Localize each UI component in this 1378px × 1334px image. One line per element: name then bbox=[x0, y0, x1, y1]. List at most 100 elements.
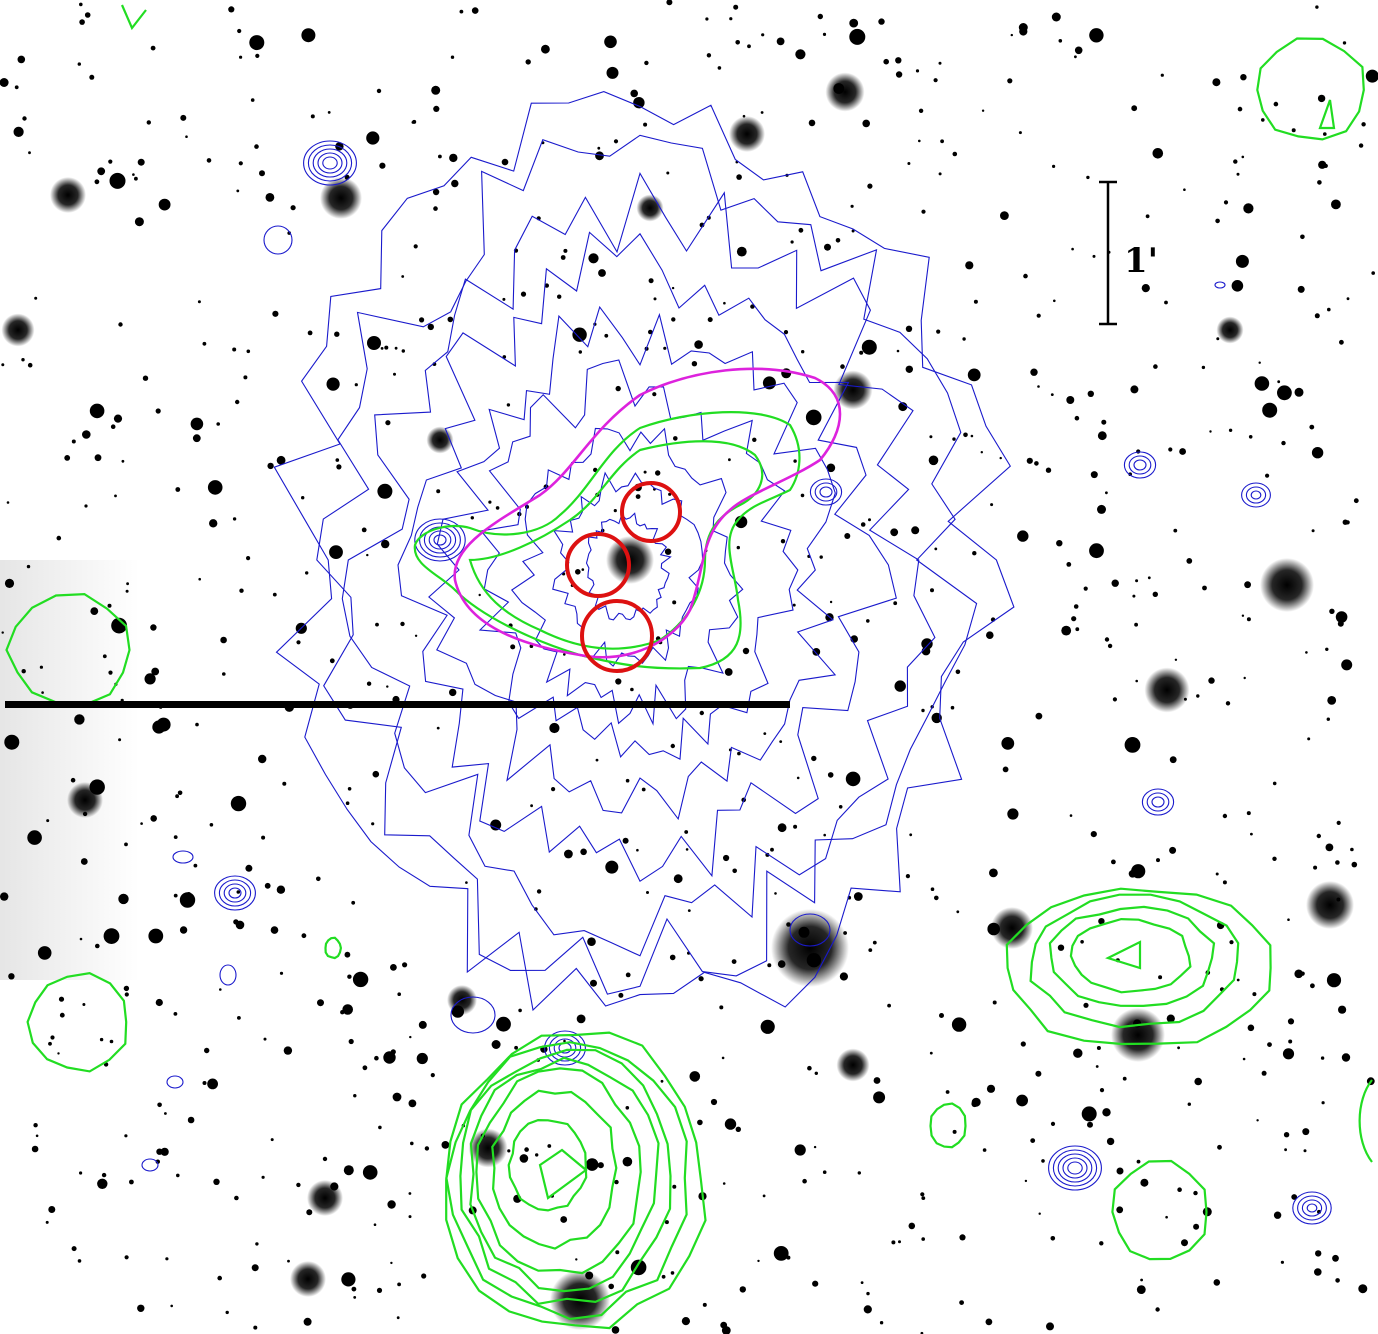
xray-point-source bbox=[228, 887, 242, 899]
star bbox=[157, 1102, 162, 1108]
star bbox=[952, 151, 958, 157]
star bbox=[812, 648, 821, 656]
star bbox=[408, 1215, 412, 1219]
star bbox=[1241, 614, 1245, 617]
star bbox=[246, 349, 251, 354]
star bbox=[604, 35, 617, 49]
star bbox=[691, 361, 698, 367]
star bbox=[1046, 1322, 1054, 1331]
star bbox=[234, 1195, 239, 1201]
star bbox=[342, 1004, 354, 1015]
star bbox=[1212, 78, 1221, 87]
star bbox=[31, 1145, 39, 1153]
star bbox=[436, 726, 440, 730]
star bbox=[1284, 1148, 1287, 1152]
radio-contours bbox=[5, 4, 1373, 1330]
star bbox=[710, 1098, 718, 1106]
star bbox=[307, 330, 313, 336]
star bbox=[254, 144, 259, 149]
radio-contour-east bbox=[1048, 905, 1216, 1008]
star bbox=[155, 408, 161, 414]
star bbox=[366, 553, 369, 557]
star bbox=[1179, 448, 1186, 455]
star bbox=[736, 545, 740, 550]
star bbox=[1052, 164, 1056, 168]
star bbox=[630, 687, 634, 692]
star bbox=[137, 158, 145, 166]
star bbox=[351, 1286, 357, 1292]
star bbox=[1152, 591, 1159, 597]
star bbox=[1111, 579, 1119, 587]
star bbox=[894, 680, 906, 692]
star bbox=[728, 458, 731, 462]
star bbox=[757, 1259, 760, 1263]
star bbox=[362, 1165, 378, 1180]
star bbox=[1089, 543, 1104, 559]
star bbox=[343, 1165, 354, 1176]
xray-point-source bbox=[1128, 455, 1152, 475]
star bbox=[1169, 846, 1177, 854]
star bbox=[812, 1280, 819, 1287]
star bbox=[396, 1316, 400, 1320]
star bbox=[202, 1081, 207, 1085]
star bbox=[216, 422, 220, 426]
star bbox=[0, 78, 9, 87]
radio-contour-south-peak bbox=[538, 1148, 588, 1200]
star bbox=[259, 170, 265, 177]
star bbox=[551, 787, 556, 792]
star bbox=[0, 892, 9, 901]
star bbox=[520, 291, 527, 297]
star bbox=[121, 459, 125, 463]
star bbox=[301, 496, 305, 500]
star bbox=[276, 885, 286, 894]
star bbox=[411, 121, 415, 124]
star bbox=[587, 937, 596, 946]
star bbox=[386, 685, 389, 688]
star bbox=[838, 805, 843, 809]
star bbox=[1342, 519, 1349, 525]
star bbox=[1194, 1077, 1202, 1086]
star bbox=[578, 350, 582, 354]
star bbox=[1097, 504, 1106, 514]
star bbox=[118, 893, 129, 905]
star bbox=[970, 434, 974, 438]
xray-point-source bbox=[223, 883, 247, 903]
star bbox=[936, 329, 941, 334]
star bbox=[232, 517, 237, 521]
xray-island bbox=[219, 964, 237, 986]
star bbox=[1320, 1056, 1325, 1060]
star bbox=[400, 621, 405, 627]
xray-point-source bbox=[544, 1030, 586, 1066]
bright-star bbox=[1216, 316, 1244, 344]
star bbox=[361, 527, 367, 533]
star bbox=[829, 600, 833, 604]
star bbox=[151, 667, 160, 676]
star bbox=[501, 158, 509, 166]
star bbox=[905, 874, 911, 879]
star bbox=[1351, 861, 1358, 868]
star bbox=[77, 1259, 82, 1263]
star bbox=[327, 111, 331, 114]
star bbox=[860, 1281, 864, 1284]
star bbox=[390, 1261, 393, 1265]
star bbox=[952, 437, 956, 441]
star bbox=[795, 49, 806, 60]
star bbox=[335, 458, 340, 462]
star bbox=[761, 33, 765, 37]
star bbox=[1335, 611, 1348, 623]
star bbox=[379, 162, 386, 169]
star bbox=[572, 327, 587, 342]
star bbox=[488, 500, 492, 504]
star bbox=[207, 480, 223, 495]
star bbox=[905, 325, 913, 332]
star bbox=[255, 53, 260, 59]
star bbox=[867, 183, 873, 189]
xray-point-source bbox=[1151, 796, 1165, 808]
star bbox=[895, 57, 902, 64]
star bbox=[827, 772, 834, 778]
star bbox=[822, 32, 827, 37]
star bbox=[102, 654, 107, 659]
star bbox=[250, 98, 255, 102]
star bbox=[495, 506, 500, 510]
star bbox=[921, 1237, 925, 1241]
